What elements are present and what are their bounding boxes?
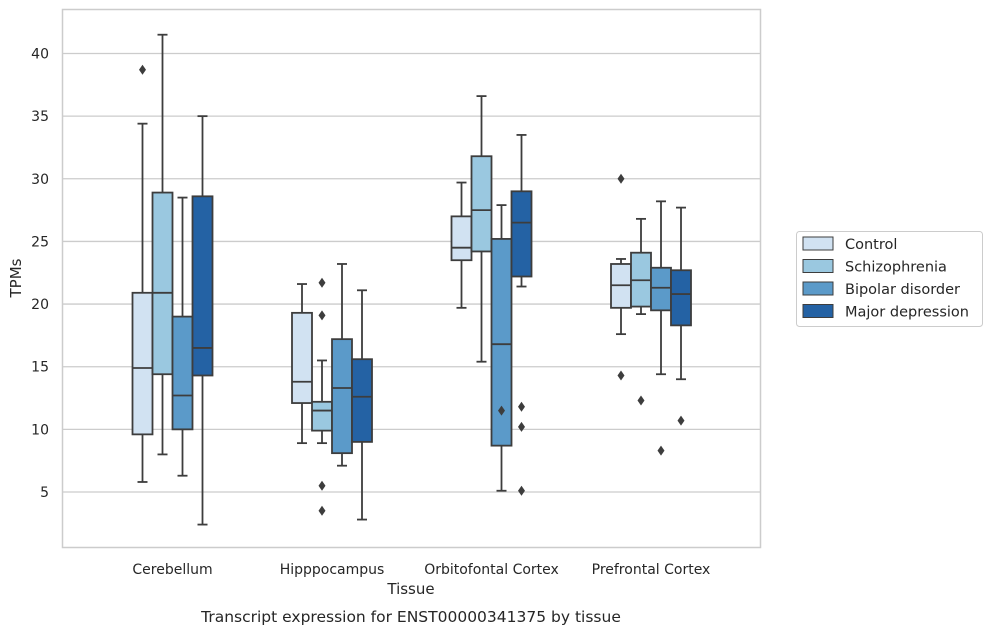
box-major-depression xyxy=(351,289,373,521)
y-tick-label: 20 xyxy=(31,297,49,313)
box-iqr xyxy=(291,311,313,404)
box-iqr xyxy=(670,269,692,327)
outlier-point xyxy=(677,415,685,426)
legend-label: Control xyxy=(845,237,897,253)
outlier-point xyxy=(498,405,505,416)
outlier-point xyxy=(518,485,525,496)
y-axis-ticks: 5 10 15 20 25 30 35 40 xyxy=(31,47,49,502)
outlier-point xyxy=(518,421,525,432)
box-bipolar-disorder xyxy=(171,196,194,477)
chart-caption: Transcript expression for ENST0000034137… xyxy=(200,608,621,626)
outlier-point xyxy=(518,401,525,412)
outlier-point xyxy=(637,395,645,406)
box-control xyxy=(291,283,313,445)
box-schizophrenia xyxy=(311,277,333,516)
legend-swatch xyxy=(802,304,834,318)
box-iqr xyxy=(191,195,214,377)
legend-frame xyxy=(796,231,983,327)
x-tick-label: Orbitofontal Cortex xyxy=(424,562,559,578)
box-schizophrenia xyxy=(630,217,652,406)
box-iqr xyxy=(331,338,353,455)
outlier-point xyxy=(318,505,326,516)
legend-swatch xyxy=(802,259,834,273)
y-tick-label: 25 xyxy=(31,234,49,250)
y-tick-label: 30 xyxy=(31,172,49,188)
plot-frame xyxy=(61,8,762,549)
x-axis-ticks: Cerebellum Hipppocampus Orbitofontal Corte… xyxy=(132,562,710,578)
box-major-depression xyxy=(191,115,214,526)
x-tick-label: Prefrontal Cortex xyxy=(592,562,711,578)
box-control xyxy=(131,64,154,483)
box-schizophrenia xyxy=(470,95,493,363)
boxplot-series xyxy=(131,33,692,526)
y-tick-label: 5 xyxy=(40,485,49,501)
box-iqr xyxy=(490,238,513,447)
legend-label: Schizophrenia xyxy=(845,260,947,276)
box-iqr xyxy=(450,215,473,262)
box-iqr xyxy=(131,291,154,436)
box-iqr xyxy=(351,358,373,443)
y-tick-label: 10 xyxy=(31,422,49,438)
y-tick-label: 35 xyxy=(31,109,49,125)
x-tick-label: Hipppocampus xyxy=(280,562,385,578)
box-bipolar-disorder xyxy=(331,263,353,467)
x-tick-label: Cerebellum xyxy=(132,562,212,578)
y-tick-label: 15 xyxy=(31,360,49,376)
legend: Control Schizophrenia Bipolar disorder Majo… xyxy=(796,231,983,327)
box-iqr xyxy=(650,266,672,312)
box-iqr xyxy=(311,400,333,432)
y-axis-label: TPMs xyxy=(7,258,25,298)
box-schizophrenia xyxy=(151,33,174,456)
box-major-depression xyxy=(670,206,692,426)
outlier-point xyxy=(139,64,146,75)
y-tick-label: 40 xyxy=(31,47,49,63)
box-major-depression xyxy=(510,134,533,496)
box-iqr xyxy=(510,190,533,278)
legend-items: Control Schizophrenia Bipolar disorder Majo… xyxy=(802,236,969,321)
box-control xyxy=(610,173,632,381)
box-iqr xyxy=(470,155,493,253)
legend-swatch xyxy=(802,281,834,296)
box-iqr xyxy=(151,191,174,376)
outlier-point xyxy=(617,173,625,184)
box-control xyxy=(450,181,473,309)
outlier-point xyxy=(318,277,326,288)
box-bipolar-disorder xyxy=(490,204,513,492)
outlier-point xyxy=(318,480,326,491)
outlier-point xyxy=(318,310,326,321)
outlier-point xyxy=(617,370,625,381)
legend-swatch xyxy=(802,236,834,251)
x-axis-label: Tissue xyxy=(386,580,434,598)
box-iqr xyxy=(171,315,194,431)
box-bipolar-disorder xyxy=(650,200,672,456)
outlier-point xyxy=(657,445,665,456)
legend-label: Major depression xyxy=(845,305,969,321)
legend-label: Bipolar disorder xyxy=(845,282,960,298)
